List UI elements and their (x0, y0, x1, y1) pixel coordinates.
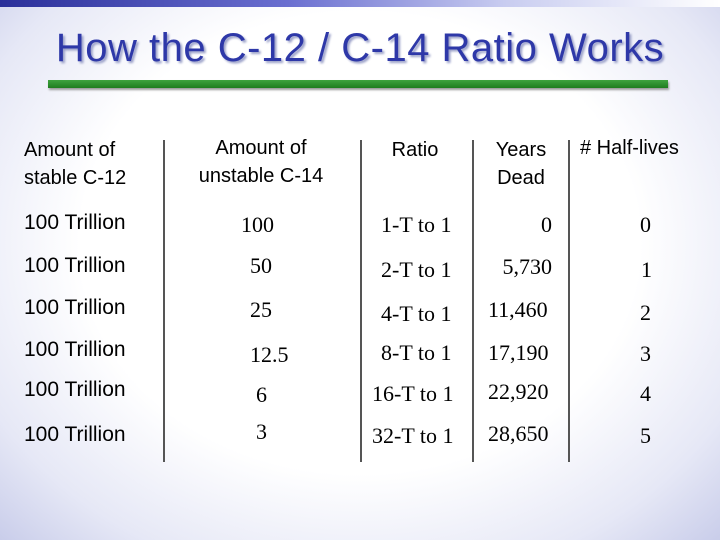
table-cell-halflives: 3 (640, 341, 651, 366)
table-cell-c12: 100 Trillion (24, 423, 126, 446)
table-cell-c12: 100 Trillion (24, 296, 126, 319)
table-cell-halflives: 5 (640, 423, 651, 448)
header-years: Years Dead (478, 136, 564, 192)
column-divider (568, 140, 570, 462)
title-underline (48, 80, 668, 88)
table-cell-years: 28,650 (488, 421, 549, 446)
table-cell-c14: 12.5 (250, 342, 289, 367)
header-halflives: # Half-lives (580, 137, 679, 159)
header-ratio: Ratio (391, 139, 439, 161)
table-cell-c14: 3 (256, 419, 267, 444)
table-cell-c14: 50 (250, 253, 272, 278)
table-cell-years: 17,190 (488, 340, 549, 365)
top-gradient-bar (0, 0, 720, 7)
table-cell-halflives: 2 (640, 300, 651, 325)
table-cell-c12: 100 Trillion (24, 378, 126, 401)
table-cell-ratio: 1-T to 1 (381, 212, 452, 237)
table-cell-c12: 100 Trillion (24, 254, 126, 277)
table-cell-halflives: 0 (640, 212, 651, 237)
header-c12: Amount of stable C-12 (24, 136, 126, 192)
header-years-line2: Dead (497, 167, 545, 189)
header-years-line1: Years (495, 139, 547, 161)
table-cell-ratio: 2-T to 1 (381, 257, 452, 282)
slide-title: How the C-12 / C-14 Ratio Works (55, 26, 665, 70)
table-cell-years: 22,920 (488, 379, 549, 404)
column-divider (472, 140, 474, 462)
table-cell-c12: 100 Trillion (24, 338, 126, 361)
column-divider (163, 140, 165, 462)
header-c14: Amount of unstable C-14 (182, 134, 340, 190)
header-c12-line1: Amount of (24, 139, 116, 161)
table-cell-c14: 100 (241, 212, 274, 237)
table-cell-halflives: 1 (641, 257, 652, 282)
table-cell-ratio: 8-T to 1 (381, 340, 452, 365)
table-cell-c12: 100 Trillion (24, 211, 126, 234)
table-cell-ratio: 4-T to 1 (381, 301, 452, 326)
table-cell-halflives: 4 (640, 381, 651, 406)
column-divider (360, 140, 362, 462)
table-cell-years: 11,460 (488, 297, 548, 322)
table-cell-c14: 25 (250, 297, 272, 322)
header-c14-line1: Amount of (215, 137, 307, 159)
header-c14-line2: unstable C-14 (198, 165, 324, 187)
table-cell-c14: 6 (256, 382, 267, 407)
table-cell-ratio: 16-T to 1 (372, 381, 454, 406)
table-cell-ratio: 32-T to 1 (372, 423, 454, 448)
table-cell-years: 5,730 (502, 254, 553, 279)
header-c12-line2: stable C-12 (24, 167, 127, 189)
table-cell-years: 0 (541, 212, 552, 237)
